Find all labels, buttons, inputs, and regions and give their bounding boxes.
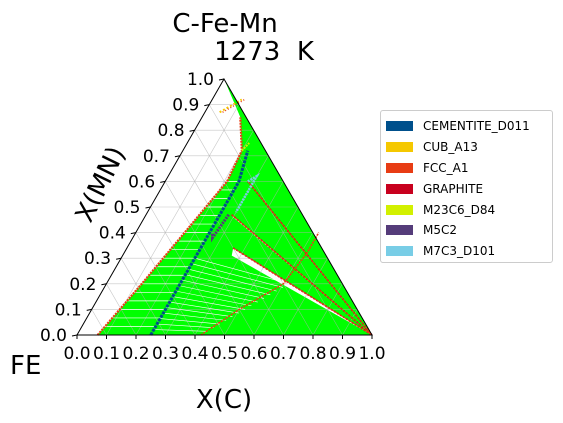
y-tick-label: 0.5: [113, 198, 140, 218]
tie-line: [166, 307, 233, 318]
y-tick-mark: [116, 257, 122, 260]
y-tick-label: 1.0: [187, 70, 214, 90]
y-tick-label: 0.6: [128, 172, 155, 192]
x-tick-label: 0.3: [152, 344, 179, 364]
chart-title: C-Fe-Mn: [172, 9, 277, 39]
m7c3-boundary: [234, 172, 261, 213]
y-tick-mark: [160, 180, 166, 183]
x-axis-label: X(C): [196, 385, 252, 415]
tie-line: [188, 268, 277, 292]
tie-line: [194, 257, 290, 285]
legend-item: M23C6_D84: [386, 199, 552, 220]
y-tick-label: 0.3: [84, 249, 111, 269]
legend-item: CEMENTITE_D011: [386, 116, 552, 137]
y-tick-label: 0.7: [143, 147, 170, 167]
tie-line: [153, 329, 208, 332]
grid-line-x: [106, 104, 240, 336]
tie-line: [160, 318, 220, 325]
single-phase-region-top: [218, 79, 241, 118]
y-tick-label: 0.0: [40, 326, 67, 346]
cementite-boundary: [149, 150, 250, 336]
y-tick-mark: [189, 129, 195, 132]
legend-label: GRAPHITE: [423, 181, 484, 196]
y-tick-mark: [218, 78, 225, 81]
legend-item: M5C2: [386, 220, 552, 241]
x-tick-label: 0.4: [181, 344, 208, 364]
x-tick-label: 0.0: [63, 344, 90, 364]
legend-swatch: [386, 225, 413, 236]
tie-line: [172, 296, 246, 310]
legend-label: M23C6_D84: [423, 202, 496, 217]
fcc-tie-boundary: [247, 181, 373, 336]
legend-item: CUB_A13: [386, 137, 552, 158]
legend-label: FCC_A1: [423, 160, 469, 175]
phase-boundary-layer: [96, 98, 373, 336]
legend-swatch: [386, 246, 413, 257]
x-tick-label: 0.1: [93, 344, 120, 364]
fcc-top-boundary: [222, 98, 246, 113]
legend-swatch: [386, 183, 413, 194]
tie-line: [191, 263, 284, 288]
y-tick-mark: [86, 308, 92, 311]
x-tick-label: 0.5: [211, 344, 238, 364]
tie-line: [169, 301, 239, 314]
y-tick-mark: [174, 155, 180, 158]
m23c6-boundary: [241, 142, 250, 152]
y-tick-label: 0.4: [99, 224, 126, 244]
x-tick-label: 0.2: [122, 344, 149, 364]
chart-subtitle: 1273 K: [214, 37, 315, 67]
y-tick-label: 0.1: [55, 300, 82, 320]
x-tick-label: 1.0: [358, 344, 385, 364]
fcc-tie-boundary: [232, 247, 373, 336]
legend-swatch: [386, 204, 413, 215]
fcc-right-boundary: [200, 232, 320, 336]
chart-legend: CEMENTITE_D011 CUB_A13 FCC_A1 GRAPHITE M23C6…: [380, 110, 553, 263]
grid-line-z: [179, 155, 284, 336]
x-tick-label: 0.9: [329, 344, 356, 364]
legend-label: M5C2: [423, 223, 458, 238]
legend-item: GRAPHITE: [386, 178, 552, 199]
y-tick-label: 0.2: [69, 275, 96, 295]
x-tick-label: 0.7: [270, 344, 297, 364]
tie-line: [185, 274, 271, 296]
y-tick-mark: [101, 283, 107, 286]
tie-line: [182, 279, 265, 299]
legend-swatch: [386, 162, 413, 173]
m5c2-boundary: [211, 213, 230, 243]
y-tick-mark: [71, 334, 78, 337]
y-tick-mark: [130, 232, 136, 235]
tie-line: [179, 285, 258, 303]
legend-swatch: [386, 142, 413, 153]
y-tick-mark: [145, 206, 151, 209]
tie-line: [157, 323, 214, 328]
y-tick-mark: [204, 104, 210, 107]
y-tick-label: 0.9: [172, 96, 199, 116]
legend-swatch: [386, 121, 413, 132]
grid-line-z: [194, 130, 314, 336]
fcc-tie-boundary: [231, 214, 373, 336]
y-tick-label: 0.8: [158, 121, 185, 141]
tick-label-layer: 0.0 0.1 0.2 0.3 0.4 0.5 0.6 0.7 0.8 0.9 1.00.00.10…: [40, 70, 386, 364]
x-tick-label: 0.6: [240, 344, 267, 364]
grid-line-z: [91, 309, 107, 336]
x-tick-label: 0.8: [299, 344, 326, 364]
legend-label: M7C3_D101: [423, 244, 496, 259]
corner-label-fe: FE: [10, 351, 41, 381]
grid-line-z: [209, 104, 343, 336]
legend-item: M7C3_D101: [386, 241, 552, 262]
legend-item: FCC_A1: [386, 158, 552, 179]
legend-label: CEMENTITE_D011: [423, 119, 530, 134]
tie-line: [163, 312, 227, 321]
fcc-left-boundary: [96, 117, 243, 336]
legend-label: CUB_A13: [423, 140, 478, 155]
cub-a13-boundary: [219, 98, 243, 114]
tie-line: [175, 290, 252, 307]
